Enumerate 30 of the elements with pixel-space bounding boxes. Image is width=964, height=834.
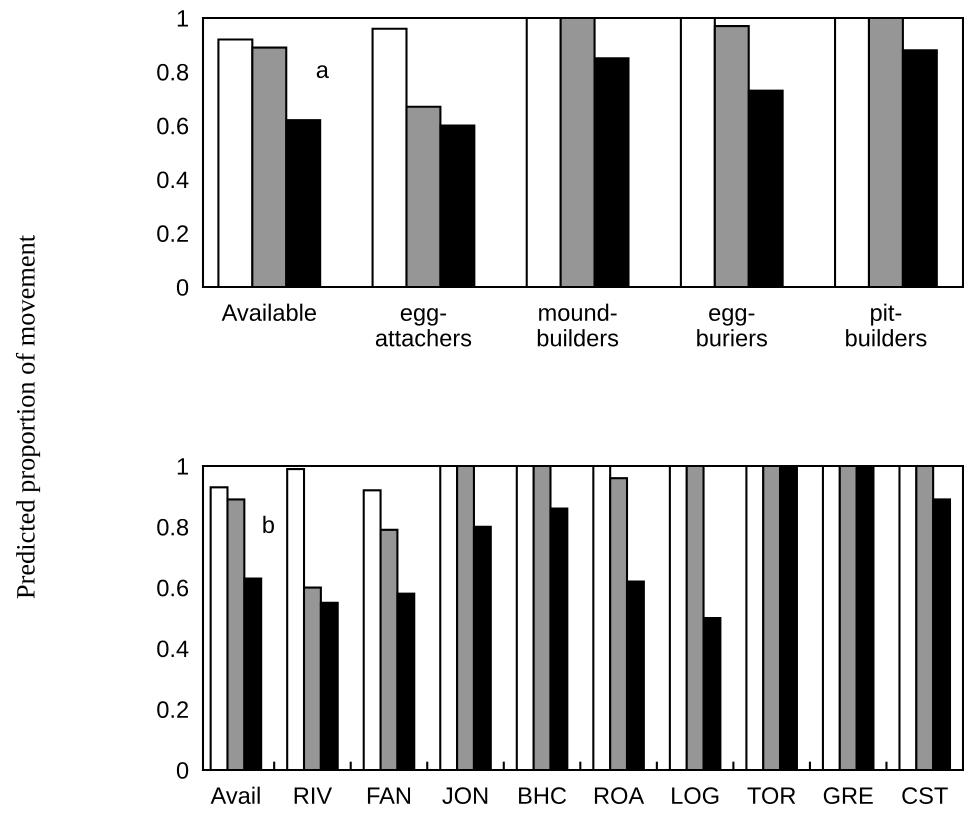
x-tick-label: mound- builders (538, 304, 618, 346)
y-tick-label: 0.4 (157, 640, 188, 658)
y-tick-label: 0.2 (157, 225, 188, 242)
y-tick-label: 0.6 (157, 118, 188, 134)
x-tick-label: JON (442, 787, 488, 804)
y-tick-label: 0 (176, 279, 188, 296)
x-tick-label: Available (222, 304, 316, 322)
x-tick-label: ROA (594, 787, 644, 804)
annotation: a (316, 65, 329, 78)
x-tick-label: LOG (672, 787, 718, 804)
x-tick-label: egg- attachers (376, 308, 472, 346)
x-tick-label: FAN (368, 788, 410, 804)
y-axis-title: Predicted proportion of movement (16, 235, 40, 598)
y-tick-label: 1 (178, 458, 188, 475)
y-tick-label: 0.2 (157, 701, 188, 718)
annotation: b (263, 516, 274, 534)
y-tick-label: 0.8 (157, 518, 188, 536)
y-tick-label: 0.6 (157, 580, 188, 596)
x-tick-label: RIV (294, 788, 332, 804)
y-tick-label: 0 (176, 762, 188, 779)
x-tick-label: BHC (519, 787, 566, 804)
x-tick-label: pit- builders (846, 304, 926, 346)
y-tick-label: 0.4 (157, 171, 188, 188)
y-tick-label: 1 (178, 10, 188, 27)
x-tick-label: egg- buriers (697, 308, 767, 346)
x-tick-label: GRE (824, 787, 873, 804)
x-tick-label: CST (902, 787, 948, 804)
x-tick-label: TOR (747, 787, 796, 804)
y-tick-label: 0.8 (157, 64, 188, 81)
x-tick-label: Avail (210, 786, 260, 804)
